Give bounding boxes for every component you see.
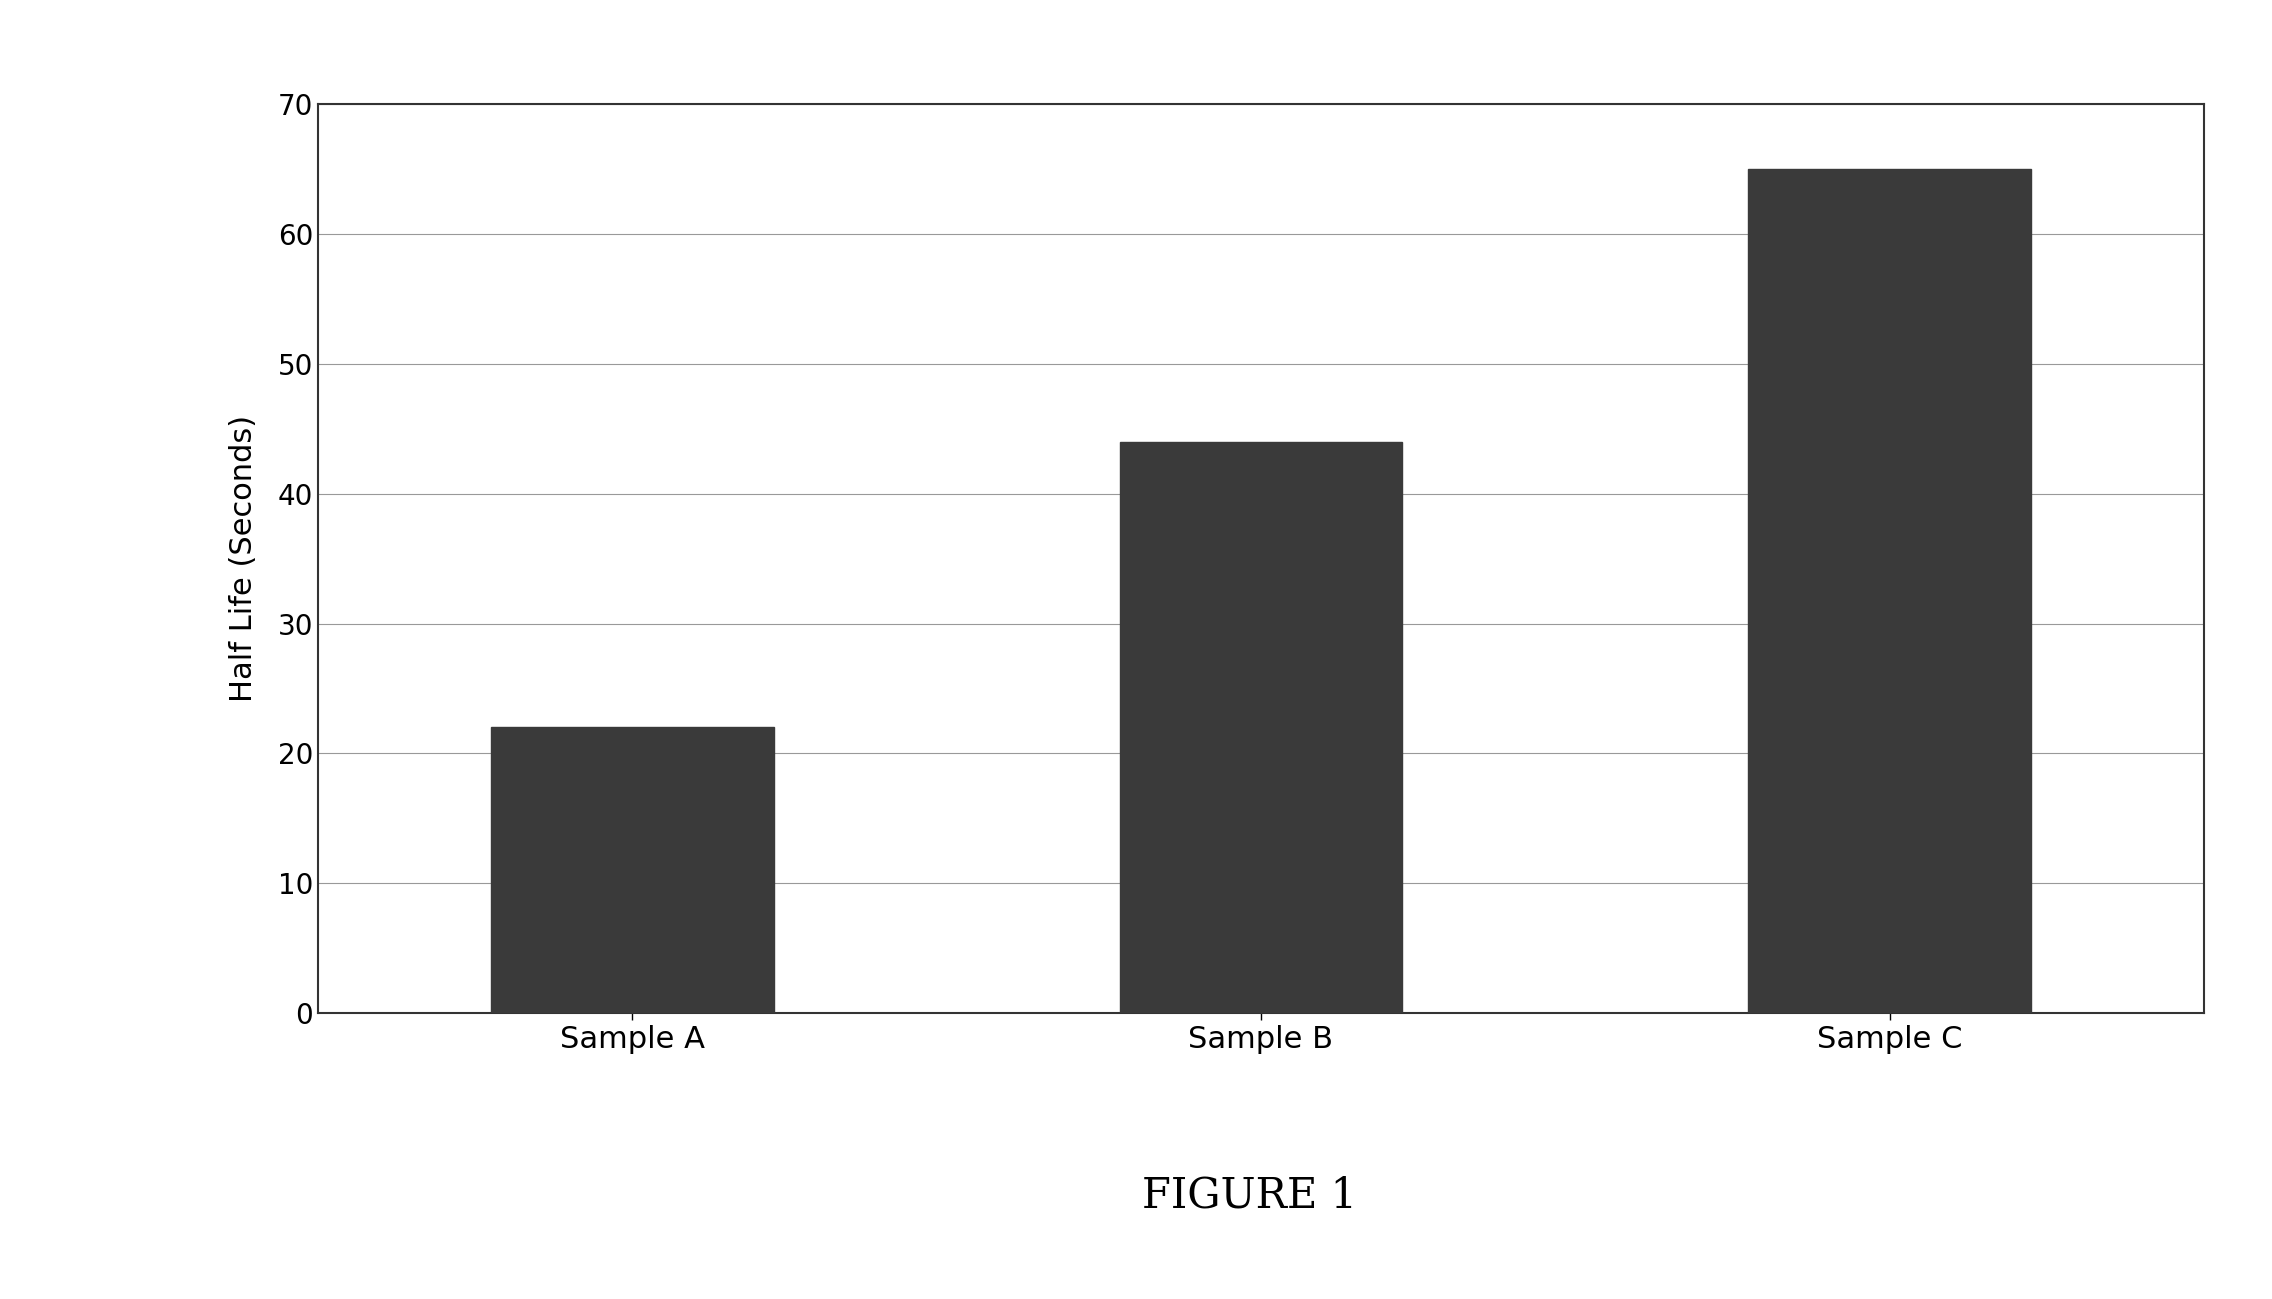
Bar (491, 727, 775, 1013)
Text: FIGURE 1: FIGURE 1 (1143, 1174, 1356, 1216)
Bar (1120, 442, 1402, 1013)
Y-axis label: Half Life (Seconds): Half Life (Seconds) (229, 414, 259, 703)
Bar (1747, 169, 2031, 1013)
